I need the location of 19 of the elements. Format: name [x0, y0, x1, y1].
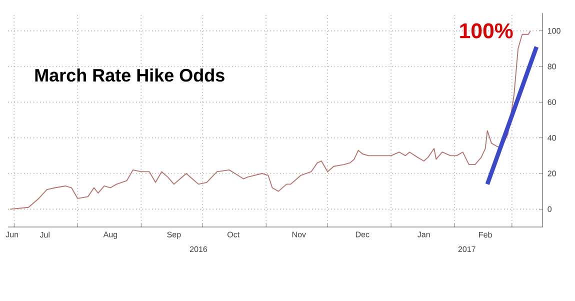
y-tick-label: 40: [548, 135, 556, 141]
x-tick-label: Jul: [40, 232, 50, 238]
x-tick-label: Dec: [356, 232, 370, 238]
y-tick-label: 60: [548, 99, 556, 106]
y-tick-label: 0: [548, 206, 552, 212]
y-tick-label: 20: [548, 170, 556, 176]
x-tick-label: Jun: [6, 232, 18, 238]
x-tick-label: Oct: [227, 232, 240, 238]
x-tick-label: Aug: [103, 232, 118, 239]
y-tick-label: 80: [548, 64, 556, 70]
x-tick-label: Jan: [418, 232, 430, 238]
text: 2016: [190, 246, 208, 252]
x-tick-label: Feb: [479, 232, 492, 238]
x-tick-label: Sep: [167, 232, 181, 239]
y-tick-label: 100: [548, 28, 560, 34]
text: March Rate Hike Odds: [35, 68, 224, 82]
text: 2017: [458, 246, 476, 252]
annotation: 100%: [460, 23, 513, 38]
x-tick-label: Nov: [292, 232, 306, 238]
